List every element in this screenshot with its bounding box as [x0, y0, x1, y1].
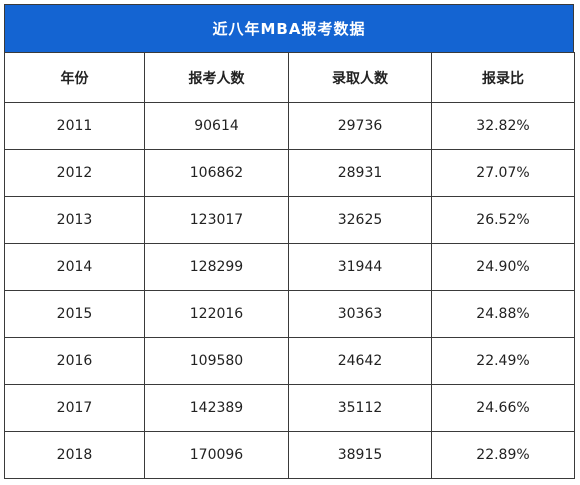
- cell-ratio: 32.82%: [431, 102, 575, 150]
- cell-year: 2015: [4, 290, 145, 338]
- cell-applicants: 90614: [144, 102, 289, 150]
- cell-ratio: 24.90%: [431, 243, 575, 291]
- cell-year: 2011: [4, 102, 145, 150]
- table-row: 2018 170096 38915 22.89%: [4, 431, 575, 479]
- cell-applicants: 109580: [144, 337, 289, 385]
- table-row: 2012 106862 28931 27.07%: [4, 149, 575, 197]
- cell-applicants: 128299: [144, 243, 289, 291]
- table-row: 2014 128299 31944 24.90%: [4, 243, 575, 291]
- table-row: 2017 142389 35112 24.66%: [4, 384, 575, 432]
- mba-data-table-container: 近八年MBA报考数据 年份 报考人数 录取人数 报录比 2011 90614 2…: [4, 4, 575, 479]
- header-ratio: 报录比: [431, 52, 575, 103]
- cell-admitted: 31944: [288, 243, 432, 291]
- table-row: 2016 109580 24642 22.49%: [4, 337, 575, 385]
- cell-applicants: 142389: [144, 384, 289, 432]
- cell-admitted: 35112: [288, 384, 432, 432]
- cell-year: 2012: [4, 149, 145, 197]
- header-admitted: 录取人数: [288, 52, 432, 103]
- cell-year: 2016: [4, 337, 145, 385]
- cell-ratio: 22.49%: [431, 337, 575, 385]
- cell-admitted: 29736: [288, 102, 432, 150]
- cell-ratio: 26.52%: [431, 196, 575, 244]
- cell-applicants: 122016: [144, 290, 289, 338]
- cell-applicants: 106862: [144, 149, 289, 197]
- header-row: 年份 报考人数 录取人数 报录比: [4, 52, 575, 103]
- cell-admitted: 32625: [288, 196, 432, 244]
- cell-admitted: 24642: [288, 337, 432, 385]
- table-row: 2013 123017 32625 26.52%: [4, 196, 575, 244]
- cell-applicants: 123017: [144, 196, 289, 244]
- cell-ratio: 24.66%: [431, 384, 575, 432]
- cell-year: 2013: [4, 196, 145, 244]
- cell-admitted: 38915: [288, 431, 432, 479]
- mba-data-table: 年份 报考人数 录取人数 报录比 2011 90614 29736 32.82%…: [4, 52, 575, 479]
- cell-admitted: 30363: [288, 290, 432, 338]
- table-row: 2015 122016 30363 24.88%: [4, 290, 575, 338]
- cell-applicants: 170096: [144, 431, 289, 479]
- table-title: 近八年MBA报考数据: [4, 4, 574, 52]
- cell-year: 2014: [4, 243, 145, 291]
- cell-ratio: 22.89%: [431, 431, 575, 479]
- cell-admitted: 28931: [288, 149, 432, 197]
- cell-ratio: 27.07%: [431, 149, 575, 197]
- header-year: 年份: [4, 52, 145, 103]
- cell-year: 2017: [4, 384, 145, 432]
- cell-year: 2018: [4, 431, 145, 479]
- cell-ratio: 24.88%: [431, 290, 575, 338]
- header-applicants: 报考人数: [144, 52, 289, 103]
- table-row: 2011 90614 29736 32.82%: [4, 102, 575, 150]
